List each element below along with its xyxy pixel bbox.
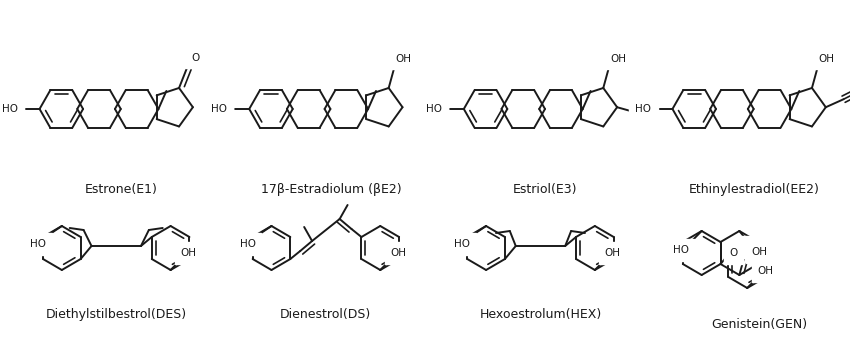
Text: OH: OH [757,266,774,276]
Text: OH: OH [395,54,411,64]
Text: OH: OH [610,54,626,64]
Text: HO: HO [673,245,689,255]
Text: HO: HO [454,239,470,249]
Text: OH: OH [604,248,620,258]
Text: OH: OH [180,248,196,258]
Text: HO: HO [2,104,18,114]
Text: Diethylstilbestrol(DES): Diethylstilbestrol(DES) [46,308,187,321]
Text: Estrone(E1): Estrone(E1) [85,183,157,196]
Text: OH: OH [819,54,835,64]
Text: Genistein(GEN): Genistein(GEN) [711,318,808,331]
Text: HO: HO [426,104,442,114]
Text: O: O [746,242,755,252]
Text: Ethinylestradiol(EE2): Ethinylestradiol(EE2) [688,183,819,196]
Text: HO: HO [212,104,228,114]
Text: Estriol(E3): Estriol(E3) [513,183,578,196]
Text: O: O [729,248,738,258]
Text: HO: HO [30,239,46,249]
Text: HO: HO [240,239,256,249]
Text: HO: HO [635,104,651,114]
Text: Hexoestrolum(HEX): Hexoestrolum(HEX) [479,308,602,321]
Text: OH: OH [751,247,768,257]
Text: O: O [191,53,199,63]
Text: Dienestrol(DS): Dienestrol(DS) [280,308,371,321]
Text: OH: OH [637,107,653,117]
Text: 17β-Estradiolum (βE2): 17β-Estradiolum (βE2) [260,183,401,196]
Text: OH: OH [390,248,406,258]
